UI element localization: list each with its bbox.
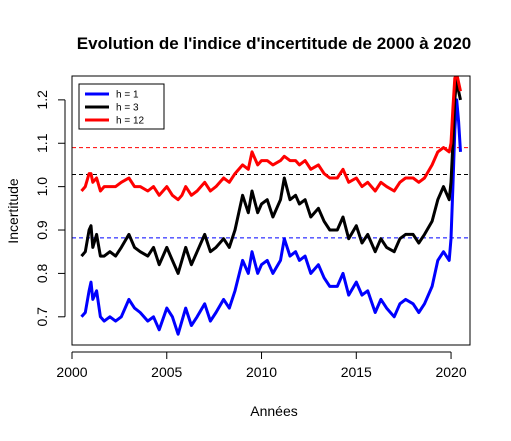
axes-layer: 2000 2005 2010 2015 2020 0.7 0.8 0.9 1.0 1.1 1.2 bbox=[34, 90, 467, 380]
chart-title: Evolution de l'indice d'incertitude de 2… bbox=[77, 34, 472, 53]
y-tick-label-4: 1.0 bbox=[34, 177, 50, 197]
legend-label-3: h = 12 bbox=[116, 116, 145, 127]
series-line-3 bbox=[80, 76, 462, 202]
y-axis-label: Incertitude bbox=[5, 178, 21, 244]
x-tick-label-2: 2005 bbox=[151, 364, 182, 380]
y-tick-label-3: 0.9 bbox=[34, 220, 50, 240]
legend-label-1: h = 1 bbox=[116, 90, 139, 101]
series-line-1 bbox=[80, 98, 462, 336]
series-line-2 bbox=[80, 76, 462, 275]
x-tick-label-1: 2000 bbox=[56, 364, 87, 380]
y-tick-label-6: 1.2 bbox=[34, 90, 50, 110]
plot-layer bbox=[72, 76, 470, 336]
x-tick-label-4: 2015 bbox=[341, 364, 372, 380]
x-axis-label: Années bbox=[250, 403, 297, 419]
y-tick-label-5: 1.1 bbox=[34, 133, 50, 153]
y-tick-label-2: 0.8 bbox=[34, 263, 50, 283]
x-tick-label-3: 2010 bbox=[246, 364, 277, 380]
y-tick-label-1: 0.7 bbox=[34, 307, 50, 327]
plot-frame bbox=[71, 75, 471, 346]
legend: h = 1 h = 3 h = 12 bbox=[78, 83, 165, 130]
x-tick-label-5: 2020 bbox=[435, 364, 466, 380]
legend-label-2: h = 3 bbox=[116, 103, 139, 114]
